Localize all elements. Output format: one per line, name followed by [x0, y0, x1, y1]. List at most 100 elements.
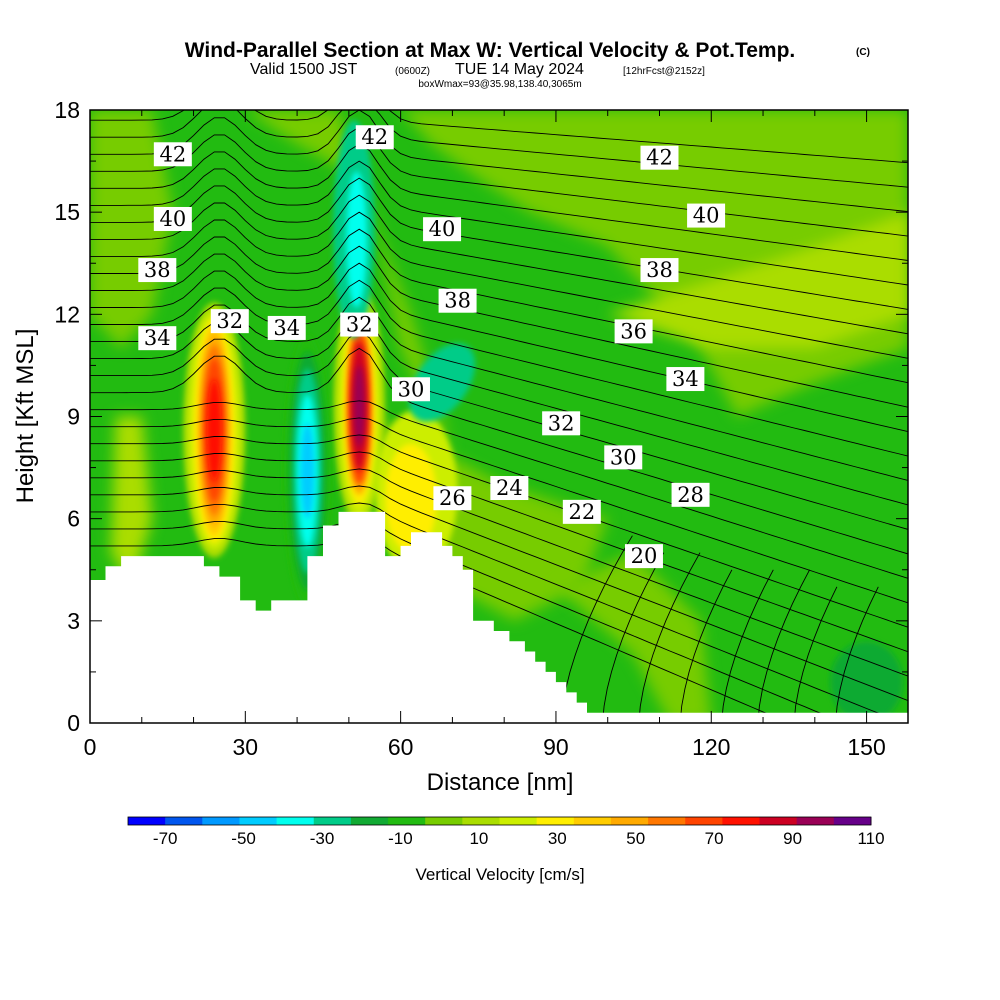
theta-line-lowlevel [638, 552, 701, 723]
theta-contour-label: 38 [138, 258, 177, 283]
colorbar: -70 -50 -30 -10 10 30 50 70 90 110 [127, 816, 885, 848]
title-boxwmax: boxWmax=93@35.98,138.40,3065m [418, 79, 581, 90]
y-tick-label: 18 [54, 97, 80, 123]
colorbar-tick-label: 110 [857, 829, 884, 848]
theta-label-text: 40 [693, 204, 720, 228]
theta-label-box [210, 309, 249, 334]
downdraft-4 [830, 641, 903, 723]
colorbar-tick-label: -30 [310, 829, 335, 848]
theta-line [90, 296, 908, 481]
theta-label-box [138, 326, 177, 351]
theta-line [90, 347, 908, 555]
theta-line [90, 262, 908, 433]
colorbar-tick-label: -10 [388, 829, 413, 848]
theta-label-box [138, 258, 177, 283]
theta-label-box [687, 203, 726, 228]
y-axis-label: Height [Kft MSL] [12, 329, 39, 504]
theta-contour-label: 36 [614, 319, 653, 344]
field-region-5 [555, 552, 712, 723]
theta-label-box [640, 258, 679, 283]
colorbar-swatch [350, 817, 389, 825]
theta-line [90, 279, 908, 457]
x-tick-label: 60 [388, 734, 414, 760]
theta-line-lowlevel [793, 586, 838, 723]
colorbar-tick-label: 50 [626, 829, 645, 848]
theta-line-lowlevel [679, 569, 733, 723]
field-region-6 [110, 416, 153, 587]
y-tick-label: 12 [54, 301, 80, 327]
y-tick-label: 6 [67, 506, 80, 532]
theta-contour-labels: 42 42 42 40 40 40 38 38 38 36 34 34 34 32 32 32 30 30 28 26… [138, 125, 726, 569]
title-valid: Valid 1500 JST [250, 61, 358, 78]
colorbar-swatch [536, 817, 575, 825]
updraft-1-level-7 [207, 379, 222, 482]
theta-contour-label: 34 [138, 326, 177, 351]
theta-contour-label: 40 [687, 203, 726, 228]
theta-line [90, 451, 908, 653]
theta-contour-label: 20 [624, 544, 663, 569]
theta-label-text: 38 [646, 258, 673, 282]
colorbar-tick-label: -70 [153, 829, 178, 848]
field-region-4 [607, 212, 908, 349]
theta-contour-label: 24 [490, 476, 529, 501]
theta-contour-label: 32 [340, 312, 379, 337]
colorbar-swatch [462, 817, 500, 825]
theta-label-text: 34 [144, 326, 171, 350]
theta-label-box [666, 367, 705, 392]
theta-label-text: 34 [672, 367, 699, 391]
theta-label-text: 42 [159, 142, 186, 166]
y-tick-label: 0 [67, 710, 80, 736]
colorbar-swatch [165, 817, 203, 825]
theta-label-text: 26 [439, 486, 466, 510]
theta-contours [90, 110, 908, 723]
theta-contour-label: 28 [671, 482, 710, 507]
theta-label-text: 38 [144, 258, 171, 282]
theta-contour-label: 30 [604, 445, 643, 470]
theta-contour-label: 32 [210, 309, 249, 334]
title-forecast: [12hrFcst@2152z] [623, 66, 705, 77]
theta-contour-label: 34 [267, 315, 306, 340]
theta-contour-label: 38 [640, 258, 679, 283]
colorbar-tick-label: 70 [705, 829, 724, 848]
colorbar-tick-label: -50 [231, 829, 256, 848]
theta-line-lowlevel [602, 552, 665, 723]
theta-line [90, 330, 908, 530]
theta-contour-label: 32 [542, 411, 581, 436]
colorbar-swatch [648, 817, 686, 825]
theta-line [90, 228, 908, 384]
theta-line [90, 417, 908, 604]
theta-label-box [490, 476, 529, 501]
theta-line [90, 211, 908, 359]
theta-line [90, 400, 908, 579]
theta-label-text: 42 [361, 125, 388, 149]
colorbar-swatch [313, 817, 352, 825]
theta-label-text: 28 [677, 483, 704, 507]
theta-label-text: 34 [273, 316, 300, 340]
theta-label-text: 22 [568, 500, 595, 524]
theta-label-box [542, 411, 581, 436]
colorbar-swatch [239, 817, 278, 825]
title-zulu: (0600Z) [395, 66, 430, 77]
theta-label-text: 38 [444, 289, 471, 313]
colorbar-swatch [499, 817, 538, 825]
theta-label-box [423, 217, 462, 242]
theta-label-box [640, 145, 679, 170]
theta-contour-label: 42 [640, 145, 679, 170]
x-tick-label: 120 [692, 734, 730, 760]
theta-line-lowlevel [721, 569, 774, 723]
theta-line [90, 177, 908, 310]
theta-label-box [562, 499, 601, 524]
updraft-2-level-6 [354, 365, 365, 448]
plot-area: 42 42 42 40 40 40 38 38 38 36 34 34 34 32 32 32 30 30 28 26… [90, 110, 908, 723]
theta-contour-label: 22 [562, 499, 601, 524]
theta-label-box [267, 315, 306, 340]
theta-label-box [614, 319, 653, 344]
colorbar-swatch [573, 817, 612, 825]
theta-label-text: 36 [620, 319, 647, 343]
theta-label-box [624, 544, 663, 569]
theta-label-box [604, 445, 643, 470]
theta-line [90, 110, 908, 164]
downdraft-1-level-4 [300, 423, 315, 519]
